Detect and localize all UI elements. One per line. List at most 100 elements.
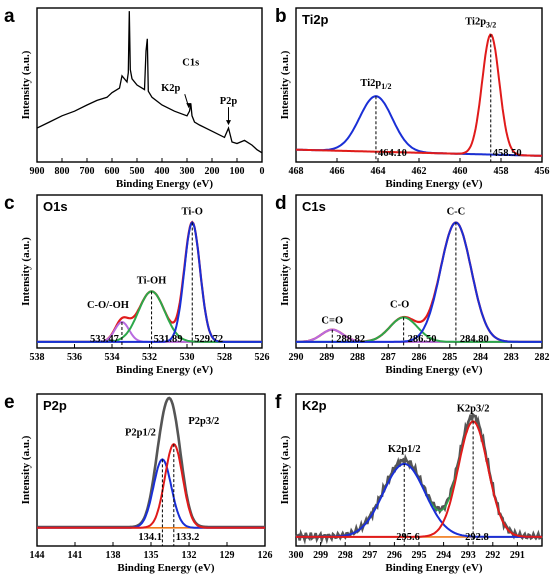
x-tick-label: 282 [535,352,550,363]
x-tick-label: 400 [155,166,170,177]
x-tick-label: 700 [80,166,95,177]
x-tick-label: 144 [30,550,45,561]
peak-component-1 [296,420,542,538]
peak-annotation: K2p [161,83,180,94]
x-tick-label: 291 [510,550,525,561]
arrow-head [186,103,192,109]
peak-component-1 [37,443,265,529]
panel-letter: c [4,193,15,214]
x-axis-label: Binding Energy (eV) [116,364,214,376]
plot-frame [295,7,543,163]
x-tick-label: 900 [30,166,45,177]
peak-label: Ti2p1/2 [360,78,391,91]
peak-label: K2p1/2 [388,444,421,455]
x-tick-label: 466 [330,166,345,177]
x-tick-label: 126 [258,550,273,561]
peak-label: P2p1/2 [125,427,156,438]
peak-value-label: 134.1 [138,532,162,543]
x-tick-label: 289 [319,352,334,363]
peak-component-1 [37,290,262,343]
x-tick-label: 458 [494,166,509,177]
panel-title: P2p [43,398,67,413]
y-axis-label: Intensity (a.u.) [279,50,291,119]
x-tick-label: 200 [205,166,220,177]
peak-label: C-O [390,299,409,310]
x-tick-label: 294 [436,550,451,561]
envelope-line [37,396,265,529]
x-tick-label: 292 [485,550,500,561]
x-tick-label: 135 [144,550,159,561]
y-axis-label: Intensity (a.u.) [279,237,291,306]
panel-a: a 900 800 700 600 500 400 300 200 100 0 Binding Ene… [4,0,265,190]
peak-value-label: 284.80 [460,334,489,345]
x-tick-label: 298 [338,550,353,561]
peak-label: Ti-O [182,207,203,218]
peak-label: K2p3/2 [457,403,490,414]
x-axis-label: Binding Energy (eV) [385,178,483,190]
peak-label: Ti2p3/2 [465,16,496,29]
x-tick-label: 536 [67,352,82,363]
panel-letter: a [4,6,15,27]
peak-component-0 [37,458,265,529]
x-tick-label: 293 [461,550,476,561]
panel-c: c O1s 538 536 534 532 530 528 526 Binding Energy … [4,193,270,376]
panel-letter: d [275,193,287,214]
peak-component-1 [296,33,542,157]
peak-value-label: 292.8 [465,532,489,543]
peak-component-0 [296,95,542,157]
peak-annotation: P2p [220,96,238,107]
peak-value-label: 533.47 [90,334,119,345]
x-tick-label: 129 [220,550,235,561]
x-tick-label: 538 [30,352,45,363]
peak-annotation: O1s [120,0,138,2]
x-tick-label: 297 [362,550,377,561]
y-axis-label: Intensity (a.u.) [279,435,291,504]
x-tick-label: 287 [381,352,396,363]
x-tick-label: 299 [313,550,328,561]
x-axis-label: Binding Energy (eV) [116,178,214,190]
x-tick-label: 285 [442,352,457,363]
x-axis-label: Binding Energy (eV) [385,562,483,574]
x-tick-label: 284 [473,352,488,363]
plot-frame [36,7,263,163]
plot-frame [36,393,266,547]
x-tick-label: 460 [453,166,468,177]
x-tick-label: 530 [180,352,195,363]
x-tick-label: 456 [535,166,550,177]
panel-title: C1s [302,199,326,214]
peak-value-label: 288.82 [336,334,365,345]
y-axis-label: Intensity (a.u.) [20,435,32,504]
x-tick-label: 141 [68,550,83,561]
x-tick-label: 800 [55,166,70,177]
peak-value-label: 458.50 [493,148,522,159]
x-tick-label: 138 [106,550,121,561]
peak-label-sub: 3/2 [486,20,496,29]
x-tick-label: 286 [412,352,427,363]
x-axis-label: Binding Energy (eV) [117,562,215,574]
peak-label: C=O [321,316,343,327]
peak-component-2 [296,221,542,343]
x-tick-label: 462 [412,166,427,177]
survey-line [36,11,263,154]
x-tick-label: 296 [387,550,402,561]
x-tick-label: 528 [217,352,232,363]
panel-e: e P2p 144 141 138 135 132 129 126 Binding Energy … [4,392,273,574]
peak-component-0 [37,321,262,343]
peak-value-label: 295.6 [396,532,420,543]
x-tick-label: 288 [350,352,365,363]
peak-value-label: 529.72 [194,334,223,345]
x-axis-label: Binding Energy (eV) [385,364,483,376]
y-axis-label: Intensity (a.u.) [20,237,32,306]
plot-frame [36,194,263,349]
x-tick-label: 290 [289,352,304,363]
peak-label-main: Ti2p [465,16,486,27]
panel-f: f K2p 300 299 298 297 296 295 294 293 292 291 Bindin… [275,392,544,574]
x-tick-label: 300 [180,166,195,177]
peak-label: C-O/-OH [87,300,129,311]
envelope-line [295,412,544,545]
x-tick-label: 468 [289,166,304,177]
x-tick-label: 600 [105,166,120,177]
x-tick-label: 464 [371,166,386,177]
x-tick-label: 283 [504,352,519,363]
